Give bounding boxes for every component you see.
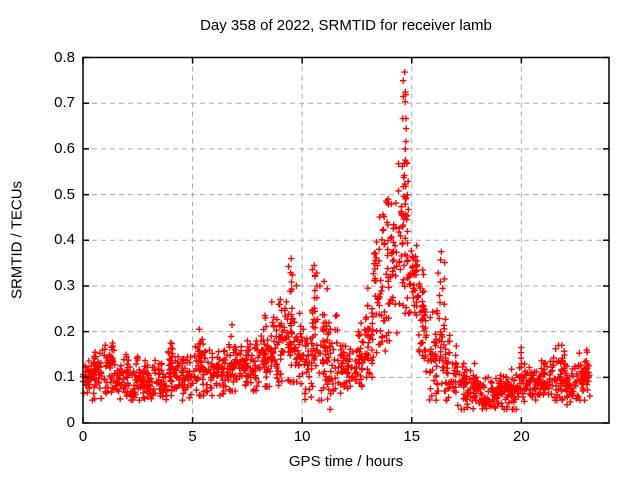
y-tick-label: 0	[66, 414, 75, 431]
x-tick-label: 15	[403, 428, 421, 445]
x-axis-label: GPS time / hours	[288, 453, 404, 470]
y-tick-label: 0.8	[54, 48, 75, 66]
x-tick-label: 20	[512, 428, 530, 445]
y-tick-label: 0.3	[54, 276, 75, 294]
y-tick-label: 0.7	[54, 94, 75, 112]
x-tick-label: 5	[188, 428, 197, 445]
x-tick-label: 10	[293, 428, 311, 445]
chart-title: Day 358 of 2022, SRMTID for receiver lam…	[200, 17, 492, 34]
y-tick-label: 0.6	[54, 139, 75, 157]
y-tick-label: 0.4	[54, 231, 75, 249]
scatter-points	[79, 68, 593, 413]
y-tick-label: 0.1	[54, 368, 75, 386]
y-tick-label: 0.5	[54, 185, 75, 203]
x-tick-label: 0	[78, 428, 88, 445]
y-tick-label: 0.2	[54, 322, 75, 340]
plot-border	[82, 56, 610, 424]
